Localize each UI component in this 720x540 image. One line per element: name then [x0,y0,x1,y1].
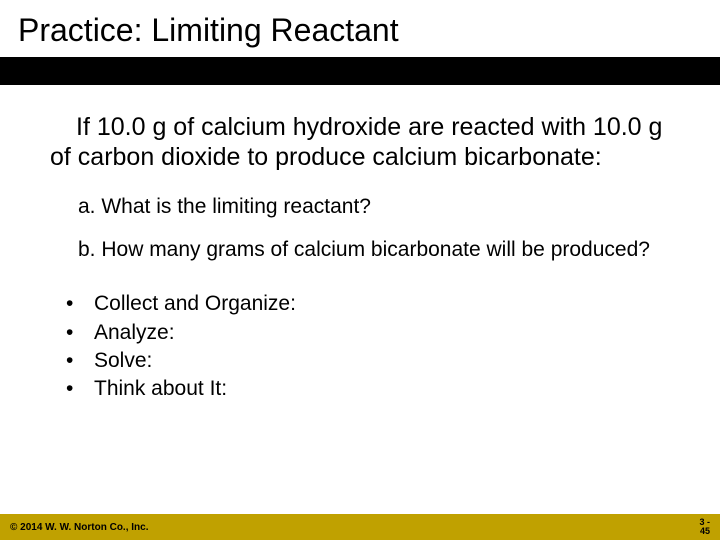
bullet-icon: • [60,375,94,403]
bullet-icon: • [60,347,94,375]
page-number: 3 - 45 [699,518,710,537]
step-item: • Analyze: [60,319,670,347]
copyright-text: © 2014 W. W. Norton Co., Inc. [10,522,149,533]
title-area: Practice: Limiting Reactant [0,0,720,57]
footer-bar: © 2014 W. W. Norton Co., Inc. 3 - 45 [0,514,720,540]
step-label: Think about It: [94,375,227,403]
divider-bar [0,57,720,85]
step-item: • Think about It: [60,375,670,403]
bullet-icon: • [60,319,94,347]
solution-steps: • Collect and Organize: • Analyze: • Sol… [60,290,670,403]
question-b: b. How many grams of calcium bicarbonate… [78,237,670,262]
bullet-icon: • [60,290,94,318]
step-label: Solve: [94,347,152,375]
problem-statement: If 10.0 g of calcium hydroxide are react… [50,113,670,172]
question-a: a. What is the limiting reactant? [78,194,670,219]
step-item: • Collect and Organize: [60,290,670,318]
slide-title: Practice: Limiting Reactant [18,12,702,49]
step-label: Collect and Organize: [94,290,296,318]
step-label: Analyze: [94,319,175,347]
page-num: 45 [700,526,710,536]
content-area: If 10.0 g of calcium hydroxide are react… [0,85,720,404]
step-item: • Solve: [60,347,670,375]
